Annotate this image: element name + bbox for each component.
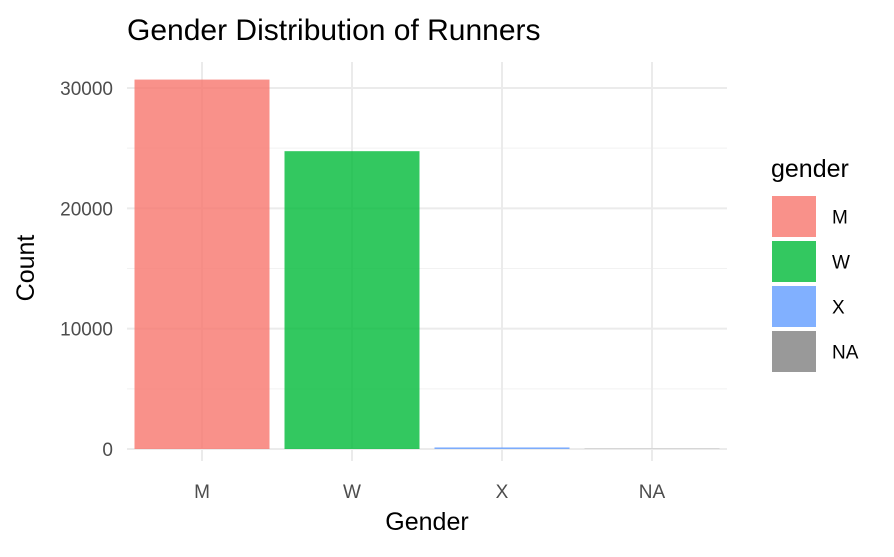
y-tick-label: 30000 (60, 79, 113, 100)
x-axis-title: Gender (385, 508, 468, 536)
x-tick-label: X (496, 482, 509, 503)
legend-key-w (772, 241, 816, 282)
legend-key-m (772, 196, 816, 237)
y-tick-label: 10000 (60, 320, 113, 341)
legend-label-w: W (832, 253, 850, 274)
bar-w (285, 151, 420, 449)
y-tick-label: 0 (102, 440, 113, 461)
chart-title: Gender Distribution of Runners (127, 14, 541, 47)
bar-x (435, 447, 570, 449)
bars (135, 80, 720, 449)
y-axis-title: Count (12, 235, 40, 302)
legend-title: gender (771, 155, 849, 183)
x-tick-label: NA (639, 482, 666, 503)
x-axis-ticks: M W X NA (194, 482, 665, 503)
x-tick-label: W (343, 482, 361, 503)
legend-key-na (772, 331, 816, 372)
legend: gender M W X NA (771, 155, 859, 372)
y-tick-label: 20000 (60, 199, 113, 220)
x-tick-label: M (194, 482, 210, 503)
legend-label-x: X (832, 298, 845, 319)
legend-label-na: NA (832, 343, 859, 364)
legend-label-m: M (832, 208, 848, 229)
y-axis-ticks: 0 10000 20000 30000 (60, 79, 113, 461)
legend-key-x (772, 286, 816, 327)
bar-m (135, 80, 270, 449)
legend-entries: M W X NA (772, 196, 859, 372)
